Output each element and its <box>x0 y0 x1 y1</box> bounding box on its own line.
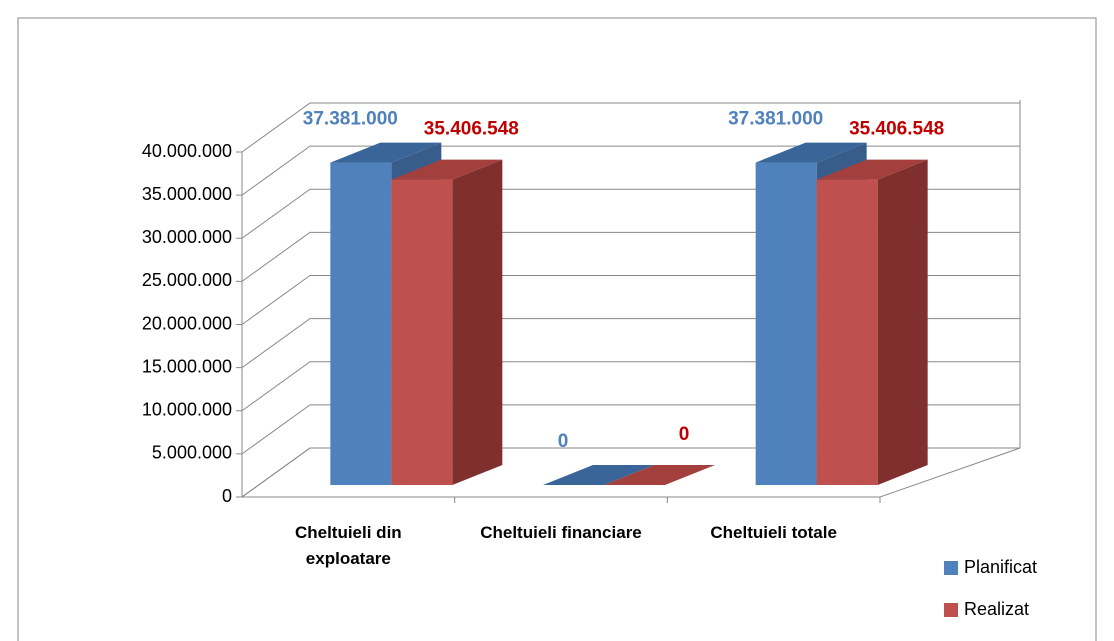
value-label: 0 <box>558 431 569 452</box>
bar-top <box>330 142 442 163</box>
legend-label: Realizat <box>964 599 1029 619</box>
value-label: 37.381.000 <box>303 109 398 130</box>
bar <box>391 179 453 485</box>
legend-label: Planificat <box>964 557 1037 577</box>
bar-top <box>816 159 928 180</box>
x-tick-label: Cheltuieli totale <box>710 523 837 542</box>
x-tick-label: Cheltuieli financiare <box>480 523 642 542</box>
bar-side <box>452 159 503 485</box>
y-tick-label: 20.000.000 <box>142 313 232 333</box>
bar-top <box>391 159 503 180</box>
legend-marker <box>944 603 958 617</box>
value-label: 35.406.548 <box>424 119 519 140</box>
y-tick-label: 15.000.000 <box>142 356 232 376</box>
y-tick-label: 10.000.000 <box>142 400 232 420</box>
grid-line <box>241 102 1020 153</box>
value-label: 37.381.000 <box>728 109 823 130</box>
bar <box>755 162 817 486</box>
y-tick-label: 25.000.000 <box>142 270 232 290</box>
y-tick-label: 5.000.000 <box>152 443 232 463</box>
value-label: 35.406.548 <box>849 119 944 140</box>
y-tick-label: 35.000.000 <box>142 184 232 204</box>
bar-top <box>543 465 654 485</box>
value-label: 0 <box>679 424 690 445</box>
bar-side <box>877 159 928 485</box>
bar-top <box>604 465 715 485</box>
legend-marker <box>944 561 958 575</box>
bar-top <box>755 142 867 163</box>
bar <box>330 162 392 486</box>
y-tick-label: 40.000.000 <box>142 141 232 161</box>
y-tick-label: 30.000.000 <box>142 227 232 247</box>
y-tick-label: 0 <box>222 486 232 506</box>
grid-line <box>241 145 1020 196</box>
chart-frame <box>17 17 1097 641</box>
bar <box>816 179 878 485</box>
x-tick-label: Cheltuieli din exploatare <box>294 523 402 568</box>
